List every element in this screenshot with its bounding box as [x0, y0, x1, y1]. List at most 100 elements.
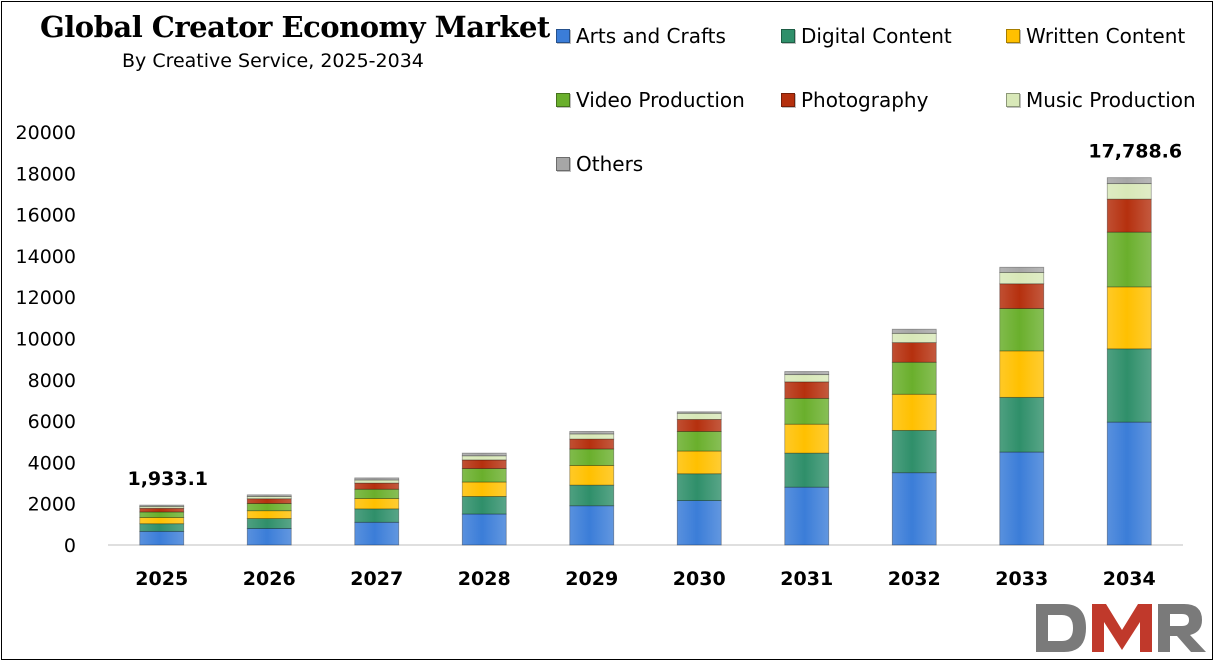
legend-item: Video Production: [556, 88, 745, 112]
bar-segment-others: [891, 328, 937, 334]
bar-segment-others: [676, 411, 722, 414]
bar-segment-arts-and-crafts: [569, 505, 615, 546]
bar-segment-music-production: [1106, 183, 1152, 200]
bar-segment-arts-and-crafts: [461, 513, 507, 546]
dmr-logo: [1036, 604, 1206, 652]
bar-segment-written-content: [569, 465, 615, 486]
y-tick-label: 4000: [28, 452, 76, 474]
legend-item: Written Content: [1006, 24, 1185, 48]
legend-swatch: [1006, 93, 1020, 107]
y-tick-label: 10000: [16, 329, 76, 351]
data-label: 1,933.1: [127, 468, 208, 490]
bar-segment-photography: [999, 283, 1045, 309]
legend-label: Video Production: [576, 88, 745, 112]
bar-segment-written-content: [784, 423, 830, 454]
bar-segment-written-content: [246, 510, 292, 519]
legend-swatch: [556, 93, 570, 107]
legend-swatch: [1006, 29, 1020, 43]
y-tick-label: 0: [64, 535, 76, 557]
legend-swatch: [556, 29, 570, 43]
bar-segment-arts-and-crafts: [1106, 421, 1152, 546]
bar-segment-arts-and-crafts: [999, 451, 1045, 546]
bar-segment-written-content: [354, 498, 400, 510]
data-label: 17,788.6: [1088, 141, 1182, 163]
bar-segment-arts-and-crafts: [354, 521, 400, 546]
bar-segment-video-production: [354, 488, 400, 499]
y-tick-label: 18000: [16, 163, 76, 185]
bar-segment-arts-and-crafts: [784, 486, 830, 546]
bar-segment-others: [246, 494, 292, 497]
bar-segment-written-content: [1106, 286, 1152, 350]
bar-segment-photography: [891, 342, 937, 363]
legend-item: Photography: [781, 88, 928, 112]
bar-segment-video-production: [784, 397, 830, 425]
bar-segment-digital-content: [1106, 348, 1152, 423]
bar-segment-music-production: [999, 272, 1045, 285]
legend-item: Others: [556, 152, 643, 176]
bar-segment-music-production: [569, 433, 615, 440]
x-tick-label: 2026: [243, 568, 296, 590]
bar-segment-video-production: [676, 431, 722, 452]
bar-segment-arts-and-crafts: [246, 528, 292, 546]
bar-segment-arts-and-crafts: [891, 472, 937, 546]
y-tick-label: 20000: [16, 122, 76, 144]
chart-title: Global Creator Economy Market: [40, 10, 550, 44]
bar-segment-written-content: [891, 393, 937, 431]
y-tick-label: 16000: [16, 205, 76, 227]
legend-label: Photography: [801, 88, 929, 112]
bar-segment-digital-content: [676, 473, 722, 502]
x-tick-label: 2028: [458, 568, 511, 590]
bar-segment-others: [461, 452, 507, 457]
bar-segment-digital-content: [569, 484, 615, 507]
bar-segment-video-production: [1106, 231, 1152, 288]
bar-segment-music-production: [676, 412, 722, 420]
x-tick-label: 2025: [135, 568, 188, 590]
y-tick-label: 14000: [16, 246, 76, 268]
legend-swatch: [781, 93, 795, 107]
bar-segment-video-production: [569, 448, 615, 466]
legend-label: Arts and Crafts: [576, 24, 726, 48]
bar-segment-photography: [354, 482, 400, 490]
y-tick-label: 2000: [28, 494, 76, 516]
bar-segment-written-content: [676, 450, 722, 475]
bar-segment-others: [999, 266, 1045, 273]
x-tick-label: 2029: [565, 568, 618, 590]
legend-item: Music Production: [1006, 88, 1196, 112]
bar-segment-video-production: [999, 308, 1045, 352]
bar-segment-video-production: [891, 361, 937, 395]
bar-segment-photography: [1106, 198, 1152, 233]
bar-segment-video-production: [246, 503, 292, 512]
legend-label: Written Content: [1026, 24, 1186, 48]
chart-subtitle: By Creative Service, 2025-2034: [122, 50, 424, 72]
x-tick-label: 2030: [673, 568, 726, 590]
bar-segment-digital-content: [354, 508, 400, 523]
bar-segment-arts-and-crafts: [676, 500, 722, 546]
bar-segment-arts-and-crafts: [139, 530, 185, 546]
bar-segment-written-content: [461, 481, 507, 497]
bar-segment-music-production: [784, 374, 830, 383]
bar-segment-others: [569, 431, 615, 435]
x-tick-label: 2032: [888, 568, 941, 590]
bar-segment-music-production: [891, 332, 937, 344]
x-tick-label: 2031: [780, 568, 833, 590]
legend-swatch: [556, 157, 570, 171]
bar-segment-photography: [784, 381, 830, 399]
bar-segment-photography: [246, 498, 292, 504]
x-tick-label: 2027: [350, 568, 403, 590]
bar-segment-photography: [676, 419, 722, 432]
bar-segment-digital-content: [461, 496, 507, 515]
bar-segment-music-production: [461, 455, 507, 461]
bar-segment-photography: [461, 459, 507, 469]
bar-segment-written-content: [139, 517, 185, 525]
bar-segment-digital-content: [999, 396, 1045, 453]
bar-segment-photography: [569, 438, 615, 450]
legend-item: Arts and Crafts: [556, 24, 726, 48]
legend-item: Digital Content: [781, 24, 952, 48]
bar-segment-digital-content: [246, 518, 292, 529]
bar-segment-others: [354, 477, 400, 481]
x-tick-label: 2033: [995, 568, 1048, 590]
y-tick-label: 8000: [28, 370, 76, 392]
bar-segment-digital-content: [891, 429, 937, 474]
bar-segment-digital-content: [139, 523, 185, 532]
